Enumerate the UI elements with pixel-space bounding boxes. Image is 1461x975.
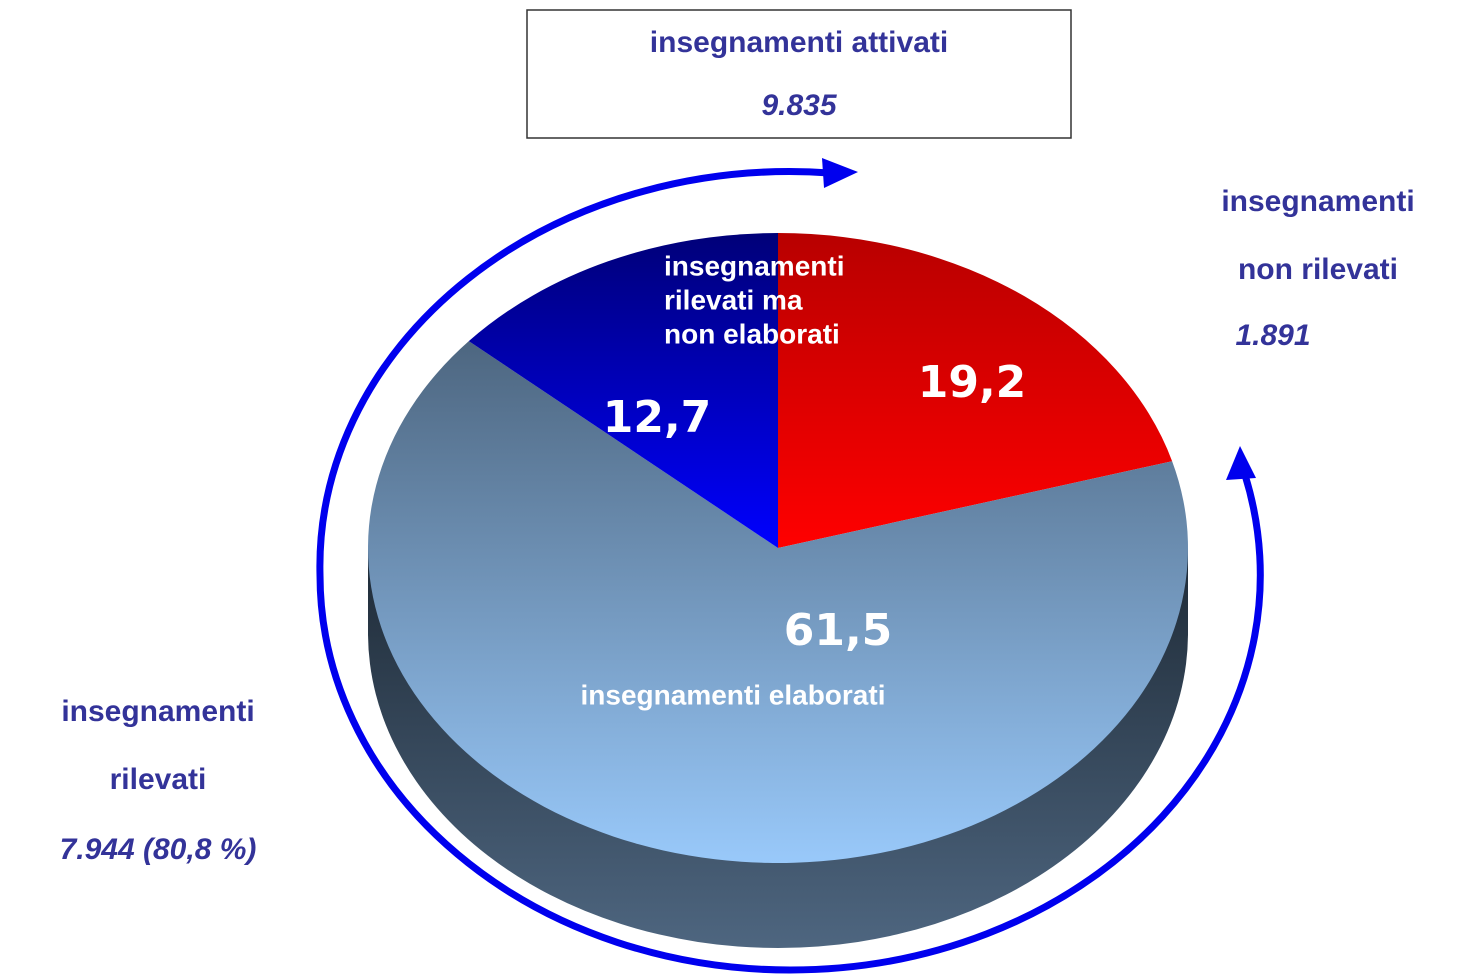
slice-label: non elaborati	[664, 318, 840, 349]
value-label: 12,7	[603, 392, 712, 443]
arrow-arc	[316, 168, 1264, 974]
annotation: insegnamenti attivati	[650, 26, 948, 59]
annotation: 9.835	[761, 89, 837, 122]
annotation: non rilevati	[1238, 253, 1398, 286]
slice-label: insegnamenti elaborati	[581, 679, 886, 710]
annotation: insegnamenti	[61, 695, 254, 728]
slice-label: rilevati ma	[664, 284, 803, 315]
pie-slice	[468, 233, 778, 548]
value-label: 61,5	[784, 605, 893, 656]
arrow-head	[1226, 446, 1256, 480]
pie-slice	[778, 233, 1173, 548]
slice-label: insegnamenti	[664, 250, 844, 281]
annotation: 7.944 (80,8 %)	[60, 833, 257, 866]
value-label: 19,2	[918, 357, 1027, 408]
annotation: insegnamenti	[1221, 185, 1414, 218]
arrow-head	[822, 158, 858, 188]
annotation: rilevati	[110, 763, 207, 796]
annotation-box	[526, 9, 1072, 139]
annotation: 1.891	[1235, 319, 1310, 352]
pie-slice	[368, 341, 1188, 864]
